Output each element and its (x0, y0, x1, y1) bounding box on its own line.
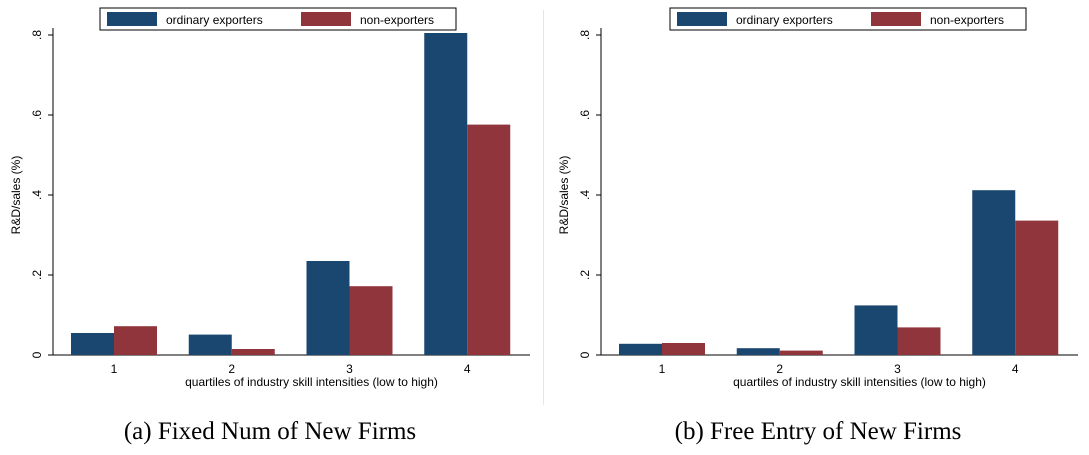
y-axis-label: R&D/sales (%) (557, 156, 571, 235)
bar-ordinary-exporters (736, 348, 780, 355)
y-tick-label: .8 (30, 30, 44, 40)
y-tick-label: .4 (30, 190, 44, 200)
bar-ordinary-exporters (306, 261, 350, 355)
y-tick-label: .8 (578, 30, 592, 40)
x-tick-label: 3 (894, 362, 901, 376)
legend-swatch (677, 12, 727, 26)
legend-box (99, 7, 457, 31)
bar-non-exporters (349, 286, 393, 355)
y-tick-label: 0 (578, 351, 592, 358)
bar-non-exporters (231, 349, 275, 355)
legend-label: non-exporters (360, 13, 434, 27)
legend-swatch (301, 12, 351, 26)
bar-non-exporters (779, 350, 823, 355)
x-tick-label: 1 (659, 362, 666, 376)
x-axis-label: quartiles of industry skill intensities … (185, 375, 438, 389)
bar-ordinary-exporters (972, 190, 1016, 355)
bar-non-exporters (467, 124, 511, 355)
x-axis-label: quartiles of industry skill intensities … (733, 375, 986, 389)
bar-ordinary-exporters (188, 334, 232, 355)
legend-label: ordinary exporters (736, 13, 833, 27)
bar-chart-a: 0 .2 .4 .6 .8 R&D/sales (%) 1 2 3 4 quartiles of i… (9, 7, 530, 389)
y-tick-label: 0 (30, 351, 44, 358)
legend-label: ordinary exporters (166, 13, 263, 27)
legend-label: non-exporters (930, 13, 1004, 27)
panel-divider (543, 10, 544, 405)
y-tick-label: .2 (30, 270, 44, 280)
bar-non-exporters (897, 327, 941, 355)
x-tick-label: 2 (228, 362, 235, 376)
legend-swatch (107, 12, 157, 26)
y-tick-label: .6 (578, 110, 592, 120)
x-tick-label: 4 (1012, 362, 1019, 376)
x-tick-label: 4 (464, 362, 471, 376)
legend-box (669, 7, 1027, 31)
x-tick-label: 3 (346, 362, 353, 376)
bar-non-exporters (1015, 220, 1059, 355)
bar-ordinary-exporters (71, 333, 114, 355)
legend-swatch (871, 12, 921, 26)
chart-panel-b: 0 .2 .4 .6 .8 R&D/sales (%) 1 2 3 4 quartiles of i… (548, 0, 1088, 455)
chart-panel-a: 0 .2 .4 .6 .8 R&D/sales (%) 1 2 3 4 quartiles of i… (0, 0, 540, 455)
y-tick-label: .6 (30, 110, 44, 120)
y-tick-label: .2 (578, 270, 592, 280)
bar-chart-b: 0 .2 .4 .6 .8 R&D/sales (%) 1 2 3 4 quartiles of i… (557, 7, 1078, 389)
x-tick-label: 2 (776, 362, 783, 376)
y-tick-label: .4 (578, 190, 592, 200)
bar-non-exporters (114, 326, 157, 355)
bar-non-exporters (662, 343, 705, 355)
bar-ordinary-exporters (619, 343, 662, 355)
bar-ordinary-exporters (424, 33, 468, 355)
caption-a: (a) Fixed Num of New Firms (123, 418, 417, 445)
bar-ordinary-exporters (854, 305, 898, 355)
y-axis-label: R&D/sales (%) (9, 156, 23, 235)
x-tick-label: 1 (111, 362, 118, 376)
caption-b: (b) Free Entry of New Firms (674, 418, 962, 445)
